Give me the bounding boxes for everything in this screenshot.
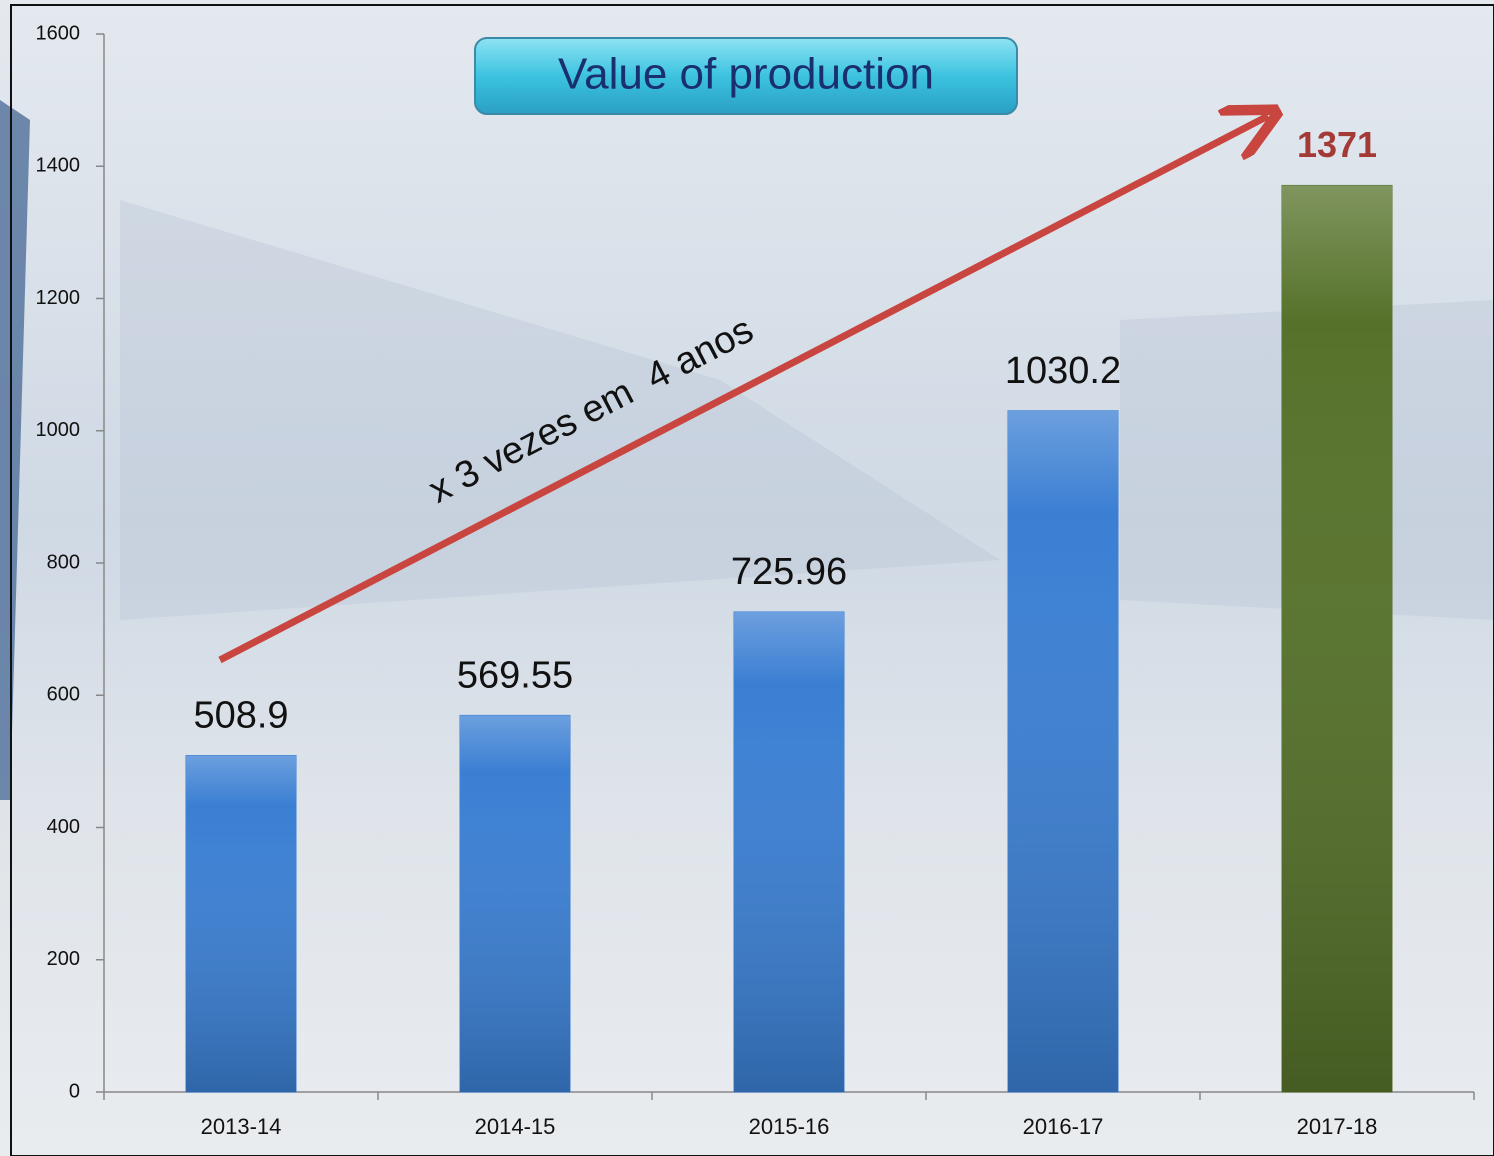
- y-tick-label: 1600: [36, 22, 81, 44]
- y-tick-label: 400: [47, 816, 80, 838]
- bar-shading: [1282, 185, 1392, 1092]
- value-label: 1371: [1297, 124, 1377, 165]
- value-label: 569.55: [457, 654, 573, 696]
- y-tick-label: 1200: [36, 287, 81, 309]
- x-tick-label: 2016-17: [1023, 1114, 1104, 1139]
- value-label: 1030.2: [1005, 350, 1121, 392]
- y-tick-label: 0: [69, 1080, 80, 1102]
- chart: Value of production 0 200 400 600 800 1000 120…: [0, 0, 1494, 1156]
- value-label: 725.96: [731, 551, 847, 593]
- value-label: 508.9: [193, 695, 288, 737]
- y-tick-label: 200: [47, 948, 80, 970]
- x-tick-label: 2017-18: [1297, 1114, 1378, 1139]
- bar-shading: [186, 755, 296, 1092]
- x-tick-label: 2013-14: [201, 1114, 282, 1139]
- y-tick-label: 600: [47, 684, 80, 706]
- y-tick-label: 800: [47, 551, 80, 573]
- bar-shading: [1008, 411, 1118, 1092]
- y-tick-label: 1400: [36, 155, 81, 177]
- x-tick-label: 2015-16: [749, 1114, 830, 1139]
- page: Value of production 0 200 400 600 800 1000 120…: [0, 0, 1494, 1156]
- bar-shading: [734, 612, 844, 1092]
- x-tick-label: 2014-15: [475, 1114, 556, 1139]
- y-tick-label: 1000: [36, 419, 81, 441]
- bar-shading: [460, 715, 570, 1092]
- chart-title: Value of production: [558, 50, 934, 99]
